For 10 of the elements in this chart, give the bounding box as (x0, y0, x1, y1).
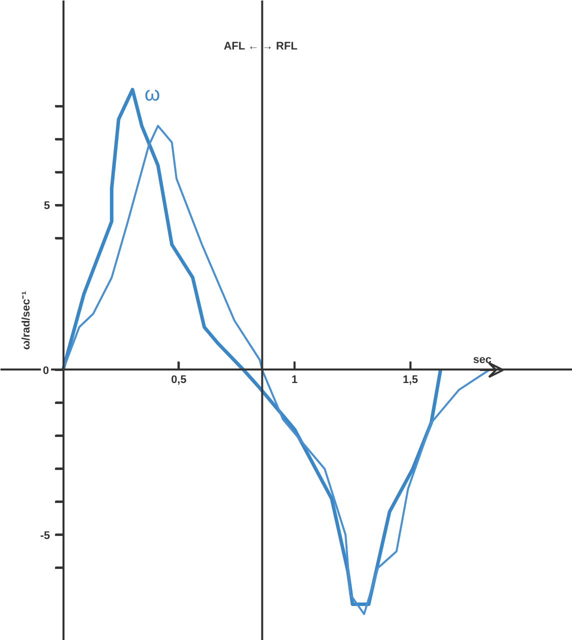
x-tick-label: 0,5 (171, 374, 186, 386)
x-tick-label: 1 (292, 374, 298, 386)
y-tick-label: 5 (44, 200, 50, 212)
y-tick-label: 0 (42, 364, 50, 377)
ref-line-label: AFL ← → RFL (224, 40, 298, 52)
x-tick-label: 1,5 (402, 374, 418, 386)
y-tick-label: -5 (40, 530, 50, 542)
x-axis-title: sec (473, 354, 492, 366)
y-axis-title: ω/rad/sec⁻¹ (20, 290, 33, 350)
annotation: ω (144, 84, 160, 106)
